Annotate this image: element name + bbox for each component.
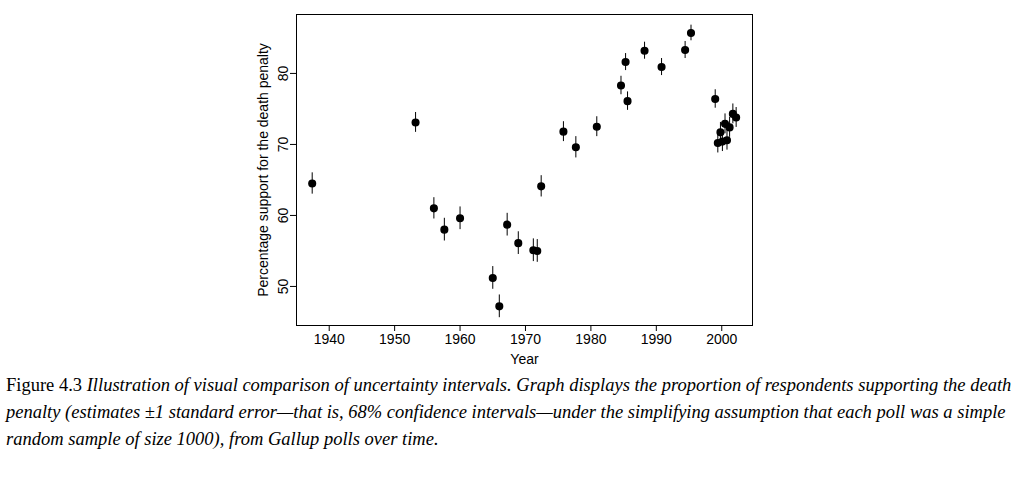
svg-text:60: 60 <box>275 207 291 223</box>
svg-text:Year: Year <box>510 351 539 367</box>
svg-text:1990: 1990 <box>641 331 672 347</box>
svg-text:1960: 1960 <box>444 331 475 347</box>
svg-text:1950: 1950 <box>379 331 410 347</box>
svg-text:1970: 1970 <box>510 331 541 347</box>
svg-text:50: 50 <box>275 278 291 294</box>
svg-text:70: 70 <box>275 136 291 152</box>
svg-text:1940: 1940 <box>314 331 345 347</box>
html-text:Figure 4.3 Illustration of vis: Figure 4.3 Illustration of visual compar… <box>6 375 1012 449</box>
svg-text:80: 80 <box>275 65 291 81</box>
svg-text:2000: 2000 <box>706 331 737 347</box>
svg-text:1980: 1980 <box>575 331 606 347</box>
svg-text:Percentage support for the dea: Percentage support for the death penalty <box>255 43 271 297</box>
